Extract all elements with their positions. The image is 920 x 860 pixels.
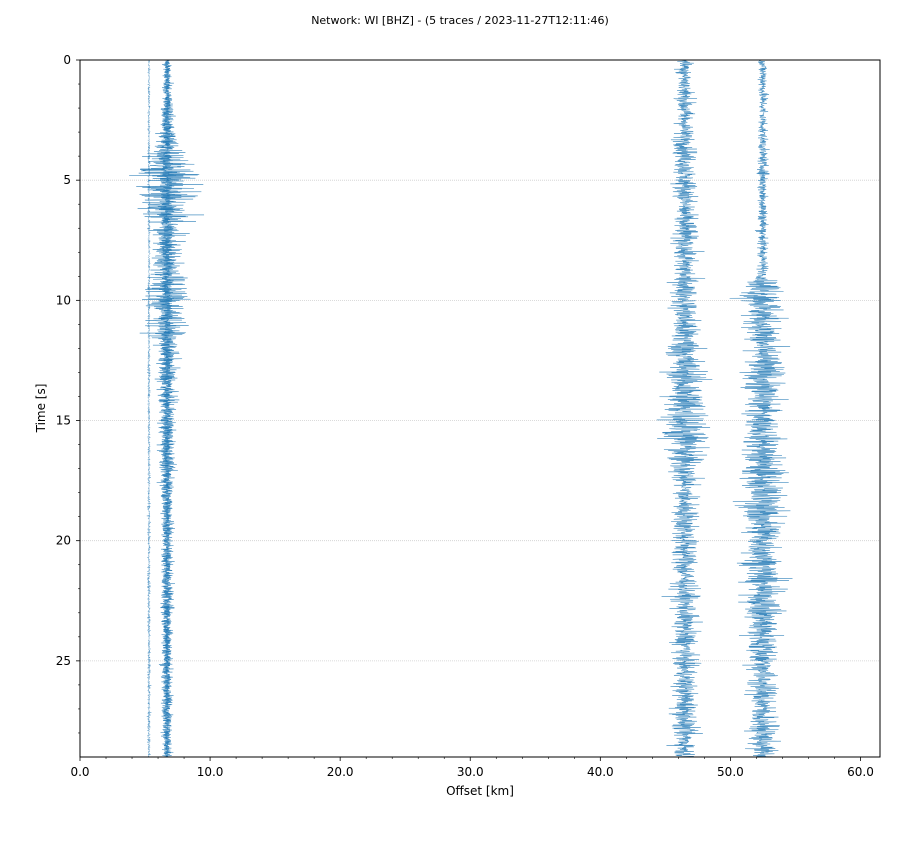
x-tick-label: 60.0: [847, 765, 874, 779]
x-axis-label: Offset [km]: [446, 784, 514, 798]
x-tick-label: 30.0: [457, 765, 484, 779]
x-tick-label: 0.0: [70, 765, 89, 779]
y-axis-label: Time [s]: [34, 384, 48, 434]
y-tick-label: 20: [56, 534, 71, 548]
chart-title: Network: WI [BHZ] - (5 traces / 2023-11-…: [311, 14, 609, 27]
x-tick-label: 40.0: [587, 765, 614, 779]
trace-line-5: [729, 59, 793, 758]
y-tick-label: 10: [56, 293, 71, 307]
trace-line-4: [656, 59, 713, 758]
trace-line-1: [146, 59, 152, 758]
traces: [129, 59, 793, 758]
x-tick-label: 20.0: [327, 765, 354, 779]
y-tick-label: 5: [63, 173, 71, 187]
x-axis-ticks: 0.0 10.0 20.0 30.0 40.0 50.0 60.0: [70, 757, 874, 779]
x-tick-label: 50.0: [717, 765, 744, 779]
trace-line-3: [157, 59, 178, 758]
y-axis-ticks: 0 5 10 15 20 25: [56, 53, 80, 734]
y-tick-label: 0: [63, 53, 71, 67]
y-tick-label: 15: [56, 414, 71, 428]
gridlines: [80, 179, 880, 662]
plot-area-frame: [79, 59, 881, 758]
x-tick-label: 10.0: [197, 765, 224, 779]
y-tick-label: 25: [56, 654, 71, 668]
